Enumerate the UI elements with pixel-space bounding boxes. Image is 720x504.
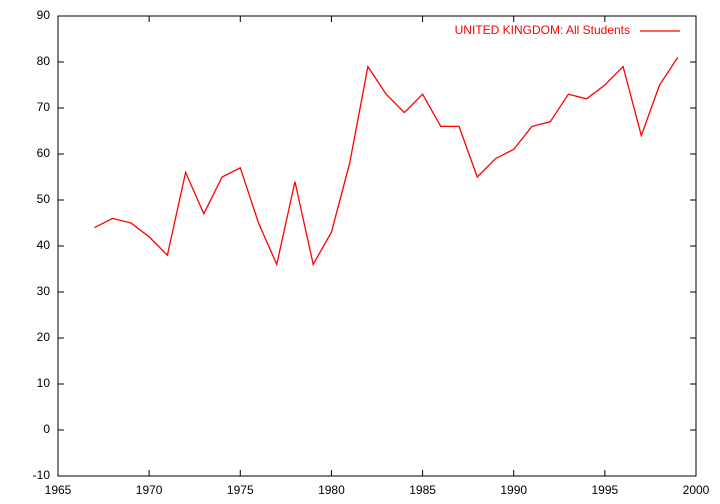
x-tick-label: 1975 — [227, 483, 254, 497]
y-tick-label: 10 — [37, 376, 51, 390]
y-tick-label: 90 — [37, 8, 51, 22]
y-tick-label: 30 — [37, 284, 51, 298]
x-tick-label: 1970 — [136, 483, 163, 497]
x-tick-label: 1980 — [318, 483, 345, 497]
x-tick-label: 1965 — [45, 483, 72, 497]
y-tick-label: 70 — [37, 100, 51, 114]
data-line — [94, 57, 679, 267]
y-tick-label: 80 — [37, 54, 51, 68]
x-tick-label: 1985 — [409, 483, 436, 497]
x-tick-label: 1995 — [592, 483, 619, 497]
y-tick-label: 60 — [37, 146, 51, 160]
y-tick-label: 50 — [37, 192, 51, 206]
x-tick-label: 1990 — [500, 483, 527, 497]
plot-frame — [57, 15, 697, 477]
y-tick-label: 20 — [37, 330, 51, 344]
y-tick-label: 0 — [43, 422, 50, 436]
y-tick-label: 40 — [37, 238, 51, 252]
x-tick-label: 2000 — [683, 483, 710, 497]
y-tick-label: -10 — [33, 468, 51, 482]
legend-label: UNITED KINGDOM: All Students — [455, 23, 630, 37]
